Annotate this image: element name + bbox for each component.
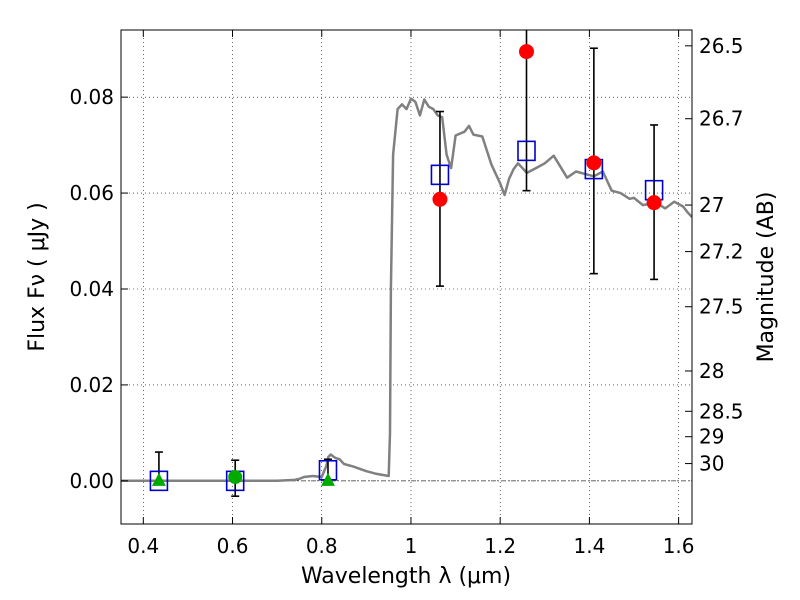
x-axis-label: Wavelength λ (μm) [301, 564, 511, 589]
y-axis-label: Flux Fν ( μJy ) [25, 202, 50, 351]
y2-tick-label: 29 [699, 425, 724, 449]
y-tick-label: 0.04 [69, 277, 114, 301]
y2-tick-label: 28 [699, 359, 724, 383]
x-tick-label: 1.6 [663, 534, 695, 558]
y2-tick-label: 26.5 [699, 34, 744, 58]
x-tick-label: 1.4 [573, 534, 605, 558]
nondetection-triangle [151, 472, 166, 486]
detection-point [432, 191, 448, 207]
x-tick-label: 0.6 [217, 534, 249, 558]
x-tick-label: 0.8 [306, 534, 338, 558]
detection-point [586, 155, 602, 171]
x-tick-label: 0.4 [127, 534, 159, 558]
nondetection-triangle [320, 472, 335, 486]
y2-tick-label: 27.5 [699, 295, 744, 319]
x-tick-label: 1.2 [484, 534, 516, 558]
model-band-square [430, 164, 450, 186]
sed-model-line [121, 97, 692, 483]
y2-tick-label: 30 [699, 452, 724, 476]
y2-axis-label: Magnitude (AB) [754, 192, 779, 363]
y-tick-label: 0.08 [69, 85, 114, 109]
y-tick-label: 0.00 [69, 469, 114, 493]
detection-point [518, 44, 534, 60]
x-tick-label: 1 [405, 534, 418, 558]
plot-background [121, 30, 692, 524]
y2-tick-label: 28.5 [699, 399, 744, 423]
nondetection-circle [228, 469, 243, 484]
model-band-square [517, 140, 536, 162]
y2-tick-label: 27.2 [699, 240, 744, 264]
y2-tick-label: 26.7 [699, 107, 744, 131]
y-tick-label: 0.06 [69, 181, 114, 205]
plot-frame [120, 29, 693, 525]
y2-tick-label: 27 [699, 193, 724, 217]
y-tick-label: 0.02 [69, 373, 114, 397]
model-band-square [149, 470, 169, 492]
detection-point [646, 195, 662, 211]
